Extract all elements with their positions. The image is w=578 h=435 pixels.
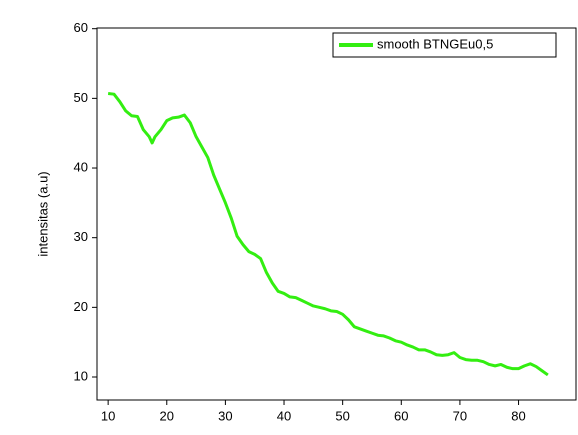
y-tick-label: 60 [74,20,88,35]
y-tick-label: 30 [74,229,88,244]
y-tick-label: 10 [74,368,88,383]
x-tick-label: 10 [101,408,115,423]
plot-frame [96,27,577,401]
y-axis-label: intensitas (a.u) [35,171,50,256]
x-tick-label: 70 [453,408,467,423]
data-line [107,91,549,377]
x-tick-label: 50 [335,408,349,423]
legend-label: smooth BTNGEu0,5 [377,36,493,51]
y-tick-label: 40 [74,159,88,174]
y-tick-label: 20 [74,299,88,314]
x-tick-label: 30 [218,408,232,423]
x-tick-label: 80 [511,408,525,423]
x-tick-label: 60 [394,408,408,423]
y-tick-label: 50 [74,90,88,105]
x-tick-label: 40 [277,408,291,423]
x-tick-label: 20 [160,408,174,423]
